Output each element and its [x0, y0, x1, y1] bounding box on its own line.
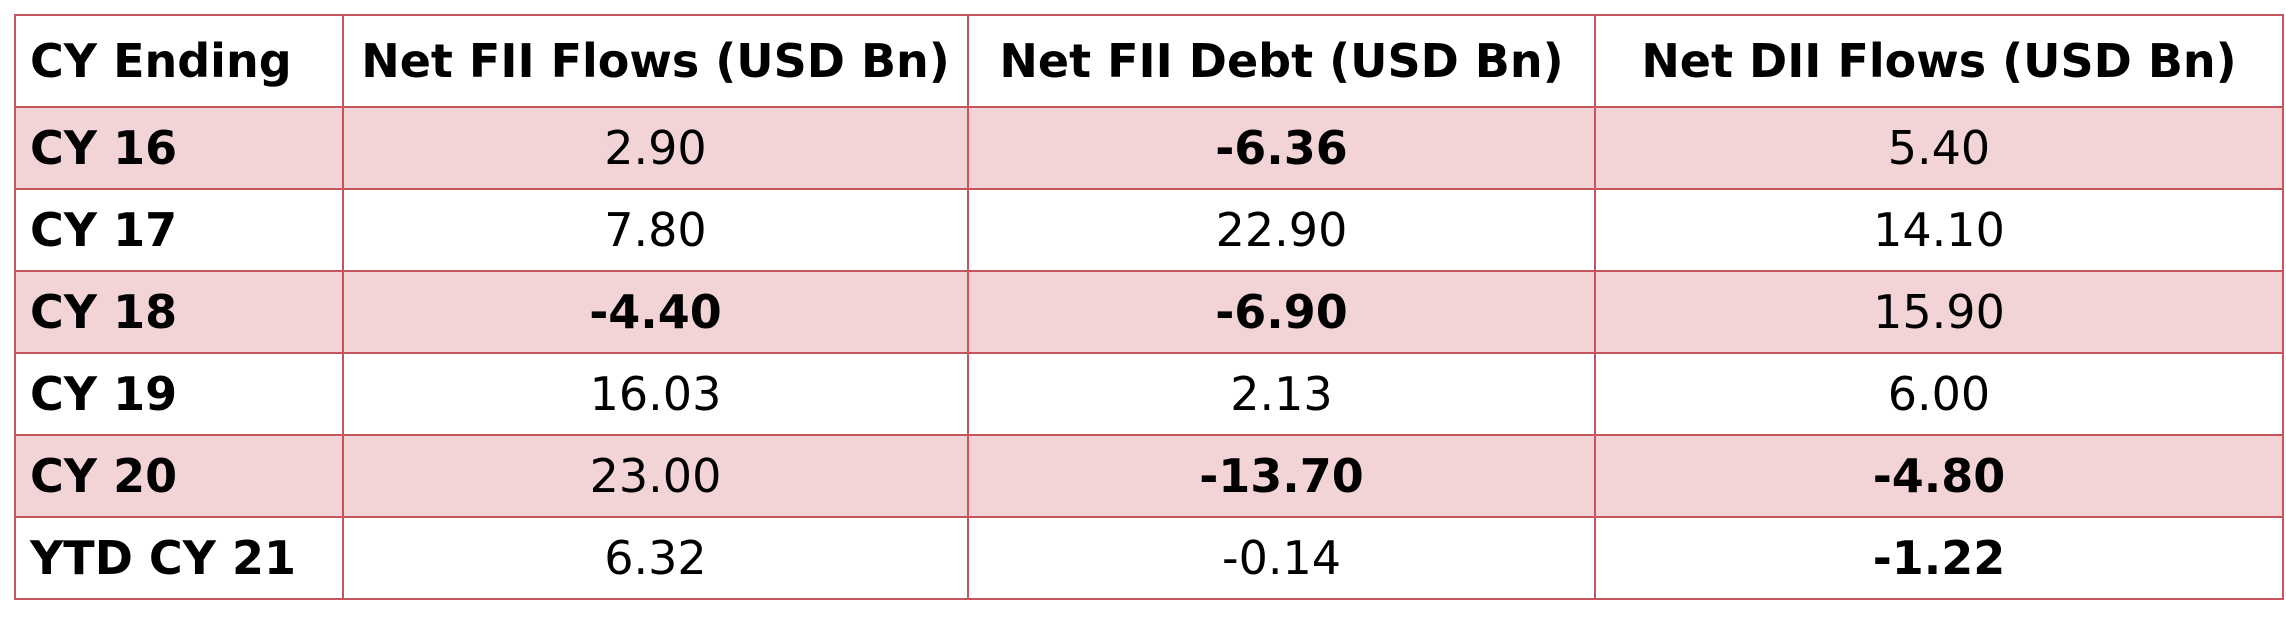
net-fii-debt-cell: 2.13	[967, 352, 1596, 436]
column-header-net-fii-debt: Net FII Debt (USD Bn)	[967, 14, 1596, 108]
net-fii-flows-cell: 6.32	[342, 516, 969, 600]
table-row: CY 19 16.03 2.13 6.00	[14, 352, 2284, 436]
row-label: CY 18	[14, 270, 344, 354]
row-label: YTD CY 21	[14, 516, 344, 600]
net-dii-flows-cell: 6.00	[1594, 352, 2284, 436]
net-fii-flows-cell: -4.40	[342, 270, 969, 354]
net-fii-flows-cell: 7.80	[342, 188, 969, 272]
net-fii-flows-cell: 2.90	[342, 106, 969, 190]
net-fii-debt-cell: -13.70	[967, 434, 1596, 518]
table-row: YTD CY 21 6.32 -0.14 -1.22	[14, 516, 2284, 600]
net-fii-debt-cell: -6.36	[967, 106, 1596, 190]
net-fii-flows-cell: 23.00	[342, 434, 969, 518]
row-label: CY 19	[14, 352, 344, 436]
net-dii-flows-cell: 14.10	[1594, 188, 2284, 272]
net-dii-flows-cell: -4.80	[1594, 434, 2284, 518]
net-fii-flows-cell: 16.03	[342, 352, 969, 436]
table-row: CY 20 23.00 -13.70 -4.80	[14, 434, 2284, 518]
column-header-cy-ending: CY Ending	[14, 14, 344, 108]
net-fii-debt-cell: -0.14	[967, 516, 1596, 600]
net-dii-flows-cell: -1.22	[1594, 516, 2284, 600]
row-label: CY 20	[14, 434, 344, 518]
column-header-net-dii-flows: Net DII Flows (USD Bn)	[1594, 14, 2284, 108]
table-row: CY 17 7.80 22.90 14.10	[14, 188, 2284, 272]
net-dii-flows-cell: 15.90	[1594, 270, 2284, 354]
net-fii-debt-cell: -6.90	[967, 270, 1596, 354]
table-header-row: CY Ending Net FII Flows (USD Bn) Net FII…	[14, 14, 2284, 108]
net-dii-flows-cell: 5.40	[1594, 106, 2284, 190]
net-fii-debt-cell: 22.90	[967, 188, 1596, 272]
table-row: CY 18 -4.40 -6.90 15.90	[14, 270, 2284, 354]
flows-table: CY Ending Net FII Flows (USD Bn) Net FII…	[14, 14, 2284, 600]
row-label: CY 17	[14, 188, 344, 272]
table-row: CY 16 2.90 -6.36 5.40	[14, 106, 2284, 190]
row-label: CY 16	[14, 106, 344, 190]
flows-table-container: CY Ending Net FII Flows (USD Bn) Net FII…	[14, 14, 2284, 600]
column-header-net-fii-flows: Net FII Flows (USD Bn)	[342, 14, 969, 108]
